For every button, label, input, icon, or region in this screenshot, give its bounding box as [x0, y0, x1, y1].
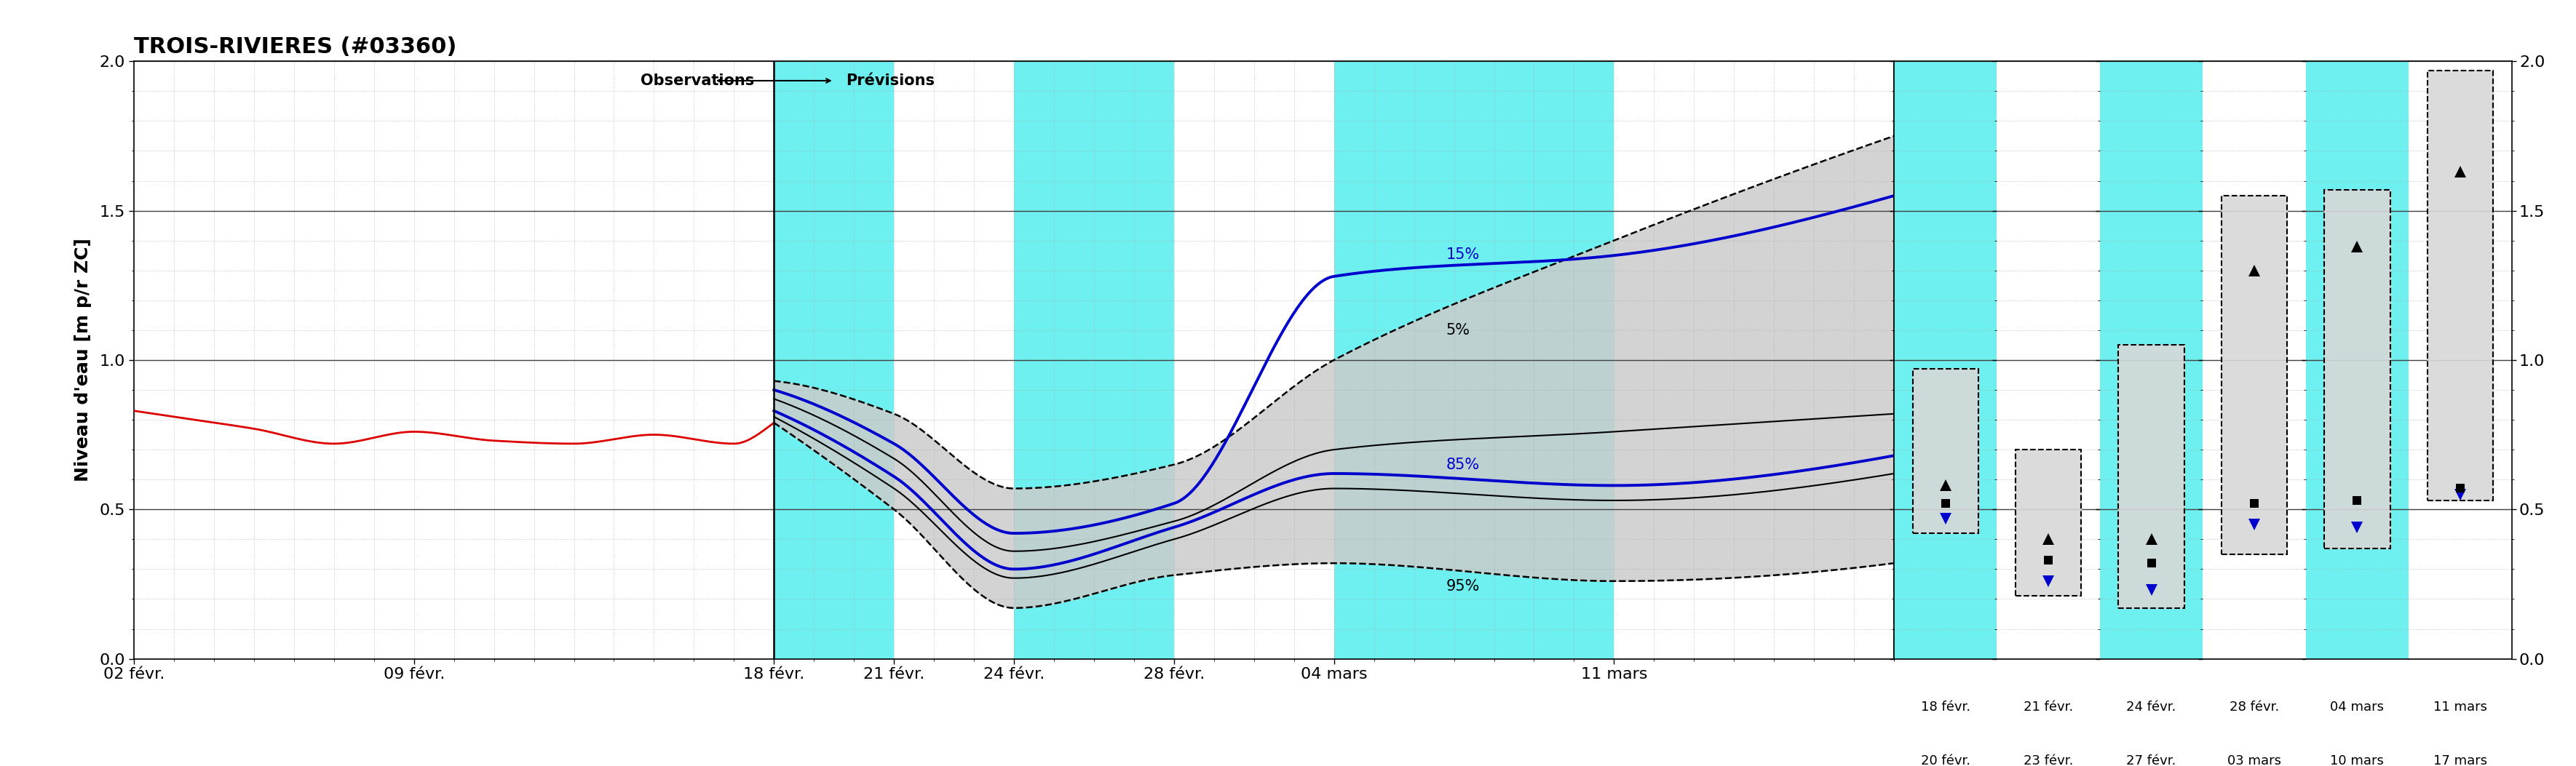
Text: 5%: 5% — [1445, 323, 1471, 338]
Text: 23 févr.: 23 févr. — [2025, 755, 2074, 766]
Text: 20 févr.: 20 févr. — [1922, 755, 1971, 766]
Text: 15%: 15% — [1445, 247, 1479, 262]
Text: 11 mars: 11 mars — [2434, 701, 2486, 714]
Text: 28 févr.: 28 févr. — [2228, 701, 2280, 714]
Bar — [2014, 450, 2081, 596]
Text: 03 mars: 03 mars — [2228, 755, 2282, 766]
Bar — [1015, 61, 1175, 659]
Bar — [773, 61, 894, 659]
Bar — [1911, 369, 1978, 533]
Text: Prévisions: Prévisions — [845, 74, 935, 88]
Text: 24 févr.: 24 févr. — [2125, 701, 2177, 714]
Bar — [2117, 345, 2184, 608]
Bar — [2324, 190, 2391, 548]
Text: 18 févr.: 18 févr. — [1922, 701, 1971, 714]
Bar — [2221, 195, 2287, 555]
Text: 95%: 95% — [1445, 579, 1479, 594]
Text: 10 mars: 10 mars — [2331, 755, 2385, 766]
Text: 85%: 85% — [1445, 458, 1479, 473]
Bar — [2427, 70, 2494, 500]
Text: 21 févr.: 21 févr. — [2025, 701, 2074, 714]
Text: Observations: Observations — [641, 74, 755, 88]
Bar — [1334, 61, 1615, 659]
Text: 17 mars: 17 mars — [2434, 755, 2486, 766]
Text: 04 mars: 04 mars — [2331, 701, 2385, 714]
Y-axis label: Niveau d'eau [m p/r ZC]: Niveau d'eau [m p/r ZC] — [75, 238, 90, 482]
Text: 27 févr.: 27 févr. — [2125, 755, 2177, 766]
Text: TROIS-RIVIERES (#03360): TROIS-RIVIERES (#03360) — [134, 37, 456, 57]
